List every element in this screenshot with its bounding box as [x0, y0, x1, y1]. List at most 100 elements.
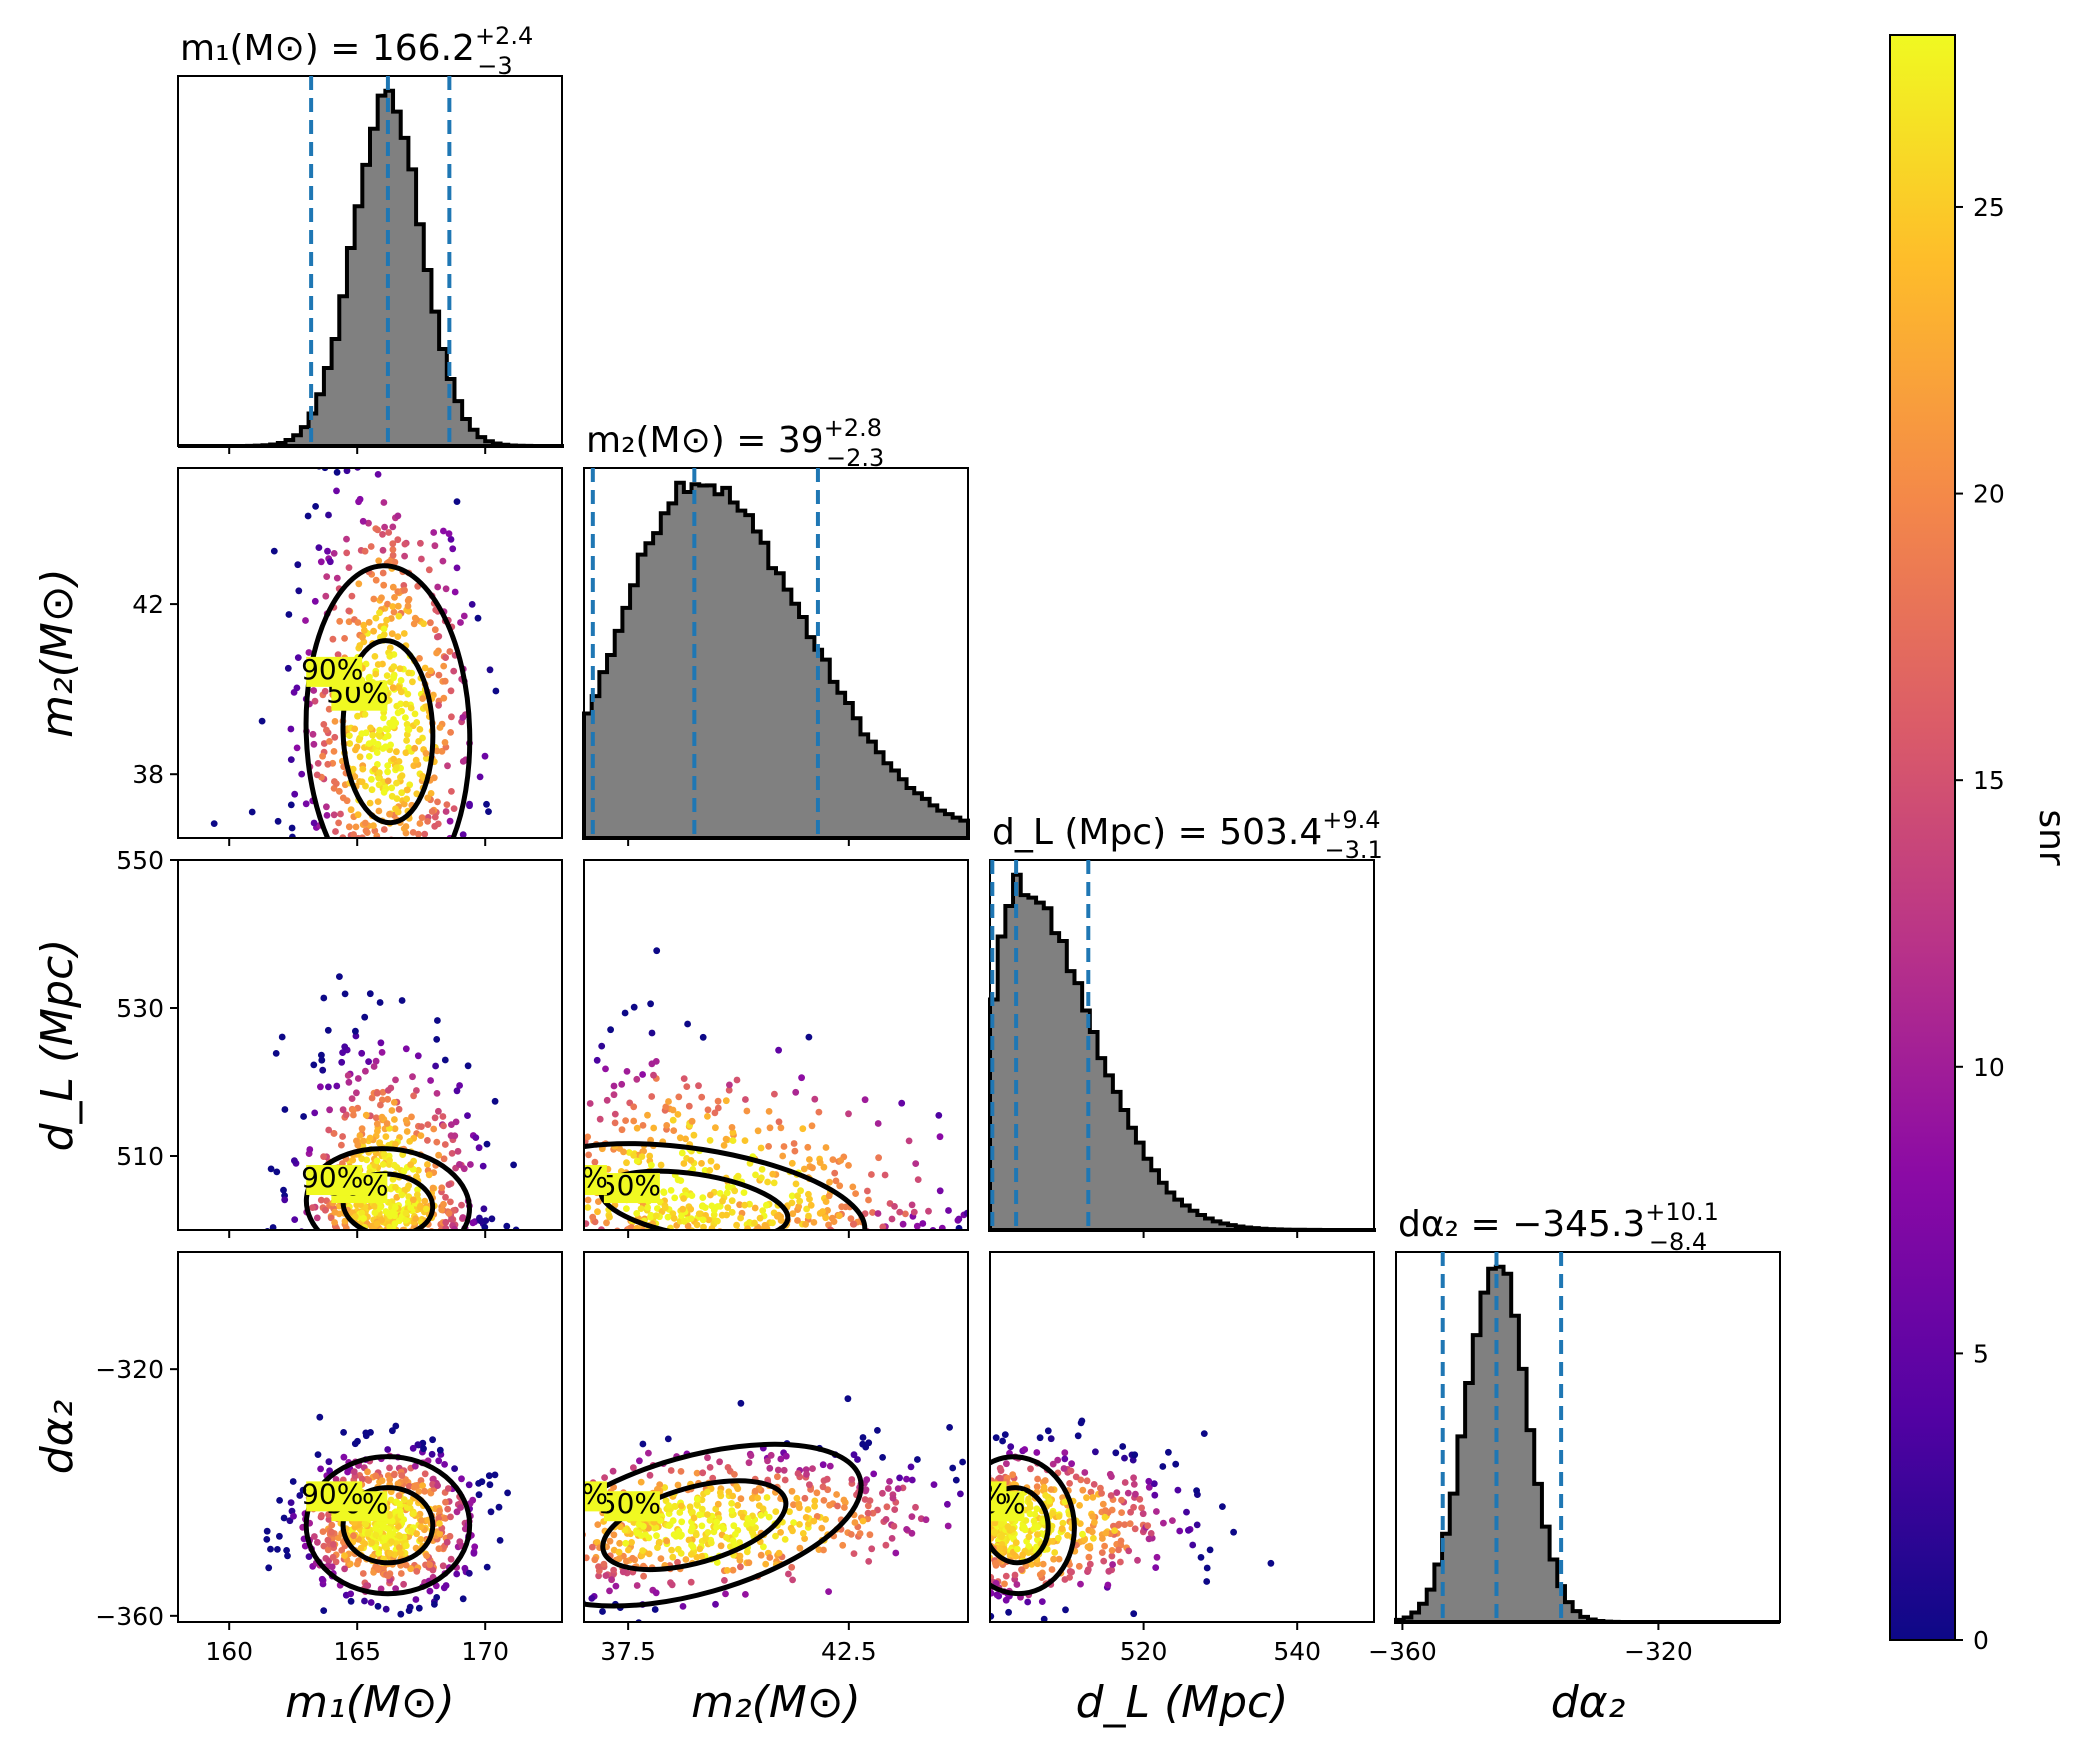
scatter-point [395, 1492, 403, 1500]
scatter-point [1138, 1504, 1145, 1512]
scatter-point [457, 619, 464, 626]
scatter-point [324, 1026, 332, 1034]
scatter-point [263, 1536, 271, 1543]
scatter-point [1102, 1529, 1110, 1537]
scatter-point [754, 1127, 762, 1135]
scatter-point [707, 1539, 715, 1547]
scatter-point [383, 1237, 390, 1244]
scatter-point [471, 1543, 479, 1551]
scatter-point [368, 775, 375, 783]
scatter-point [378, 1113, 386, 1121]
scatter-point [383, 616, 390, 624]
scatter-point [1129, 1456, 1137, 1464]
scatter-point [664, 1213, 672, 1221]
scatter-point [1219, 1503, 1226, 1510]
x-tick-label: 540 [1273, 1637, 1321, 1666]
scatter-point [722, 1097, 730, 1105]
scatter-point [745, 1559, 753, 1567]
scatter-point [477, 1217, 484, 1225]
scatter-point [1169, 1517, 1176, 1524]
scatter-point [359, 517, 367, 525]
scatter-point [722, 1590, 729, 1598]
contour-label-bg [584, 1165, 607, 1196]
scatter-point [794, 1217, 801, 1224]
scatter-point [482, 943, 489, 950]
scatter-point [356, 753, 364, 761]
scatter-point [977, 1588, 984, 1595]
scatter-point [850, 1220, 858, 1228]
scatter-point [533, 1600, 540, 1607]
scatter-point [549, 1547, 556, 1554]
scatter-point [573, 1224, 580, 1231]
scatter-point [944, 1500, 951, 1508]
scatter-point [402, 1217, 410, 1224]
scatter-point [654, 1544, 661, 1551]
scatter-point [764, 1178, 771, 1186]
scatter-point [788, 1199, 796, 1207]
scatter-point [737, 1563, 744, 1571]
scatter-point [317, 1083, 324, 1091]
scatter-point [958, 1560, 965, 1567]
scatter-point [300, 1113, 307, 1120]
scatter-point [603, 1096, 611, 1104]
scatter-point [714, 1500, 722, 1508]
scatter-point [431, 1114, 439, 1122]
scatter-point [977, 1519, 984, 1526]
scatter-point [777, 1455, 785, 1463]
scatter-point [644, 1237, 651, 1244]
scatter-point [451, 588, 459, 596]
scatter-point [289, 833, 296, 838]
scatter-point [386, 1530, 393, 1538]
scatter-point [639, 1071, 646, 1078]
scatter-point [719, 1197, 726, 1205]
scatter-point [746, 1241, 753, 1248]
scatter-point [396, 1532, 404, 1540]
scatter-point [412, 1215, 420, 1222]
scatter-point [408, 1113, 415, 1121]
scatter-point [630, 1464, 637, 1472]
scatter-point [685, 1102, 693, 1110]
scatter-point [889, 1494, 897, 1502]
scatter-point [541, 1147, 548, 1154]
scatter-point [935, 1112, 943, 1119]
scatter-point [388, 1301, 395, 1308]
scatter-point [445, 530, 453, 538]
scatter-point [386, 652, 394, 660]
scatter-point [793, 1494, 801, 1502]
colorbar-gradient [1889, 34, 1956, 1641]
scatter-point [414, 1191, 421, 1199]
scatter-point [969, 1570, 976, 1577]
scatter-point [959, 1600, 966, 1607]
scatter-point [822, 1198, 830, 1205]
scatter-point [736, 1552, 744, 1560]
scatter-point [1059, 1519, 1067, 1527]
histogram-dL [988, 872, 1374, 1232]
scatter-point [711, 1109, 719, 1117]
scatter-point [944, 1522, 952, 1530]
scatter-point [837, 1157, 845, 1164]
scatter-point [421, 1470, 429, 1478]
scatter-point [367, 1599, 375, 1606]
scatter-point [512, 1537, 519, 1544]
scatter-point [333, 1225, 340, 1230]
scatter-point [377, 1585, 385, 1593]
scatter-point [571, 1524, 578, 1531]
scatter-point [662, 1103, 670, 1111]
scatter-point [794, 1192, 801, 1200]
scatter-point [447, 1555, 455, 1563]
scatter-point [410, 1255, 417, 1262]
scatter-point [758, 1174, 765, 1182]
contour-label-90: 90% [945, 1477, 1007, 1510]
scatter-point [396, 1549, 404, 1557]
scatter-point [954, 1216, 962, 1224]
scatter-point [440, 1200, 447, 1208]
scatter-point [439, 557, 447, 565]
scatter-point [408, 1233, 415, 1240]
scatter-point [841, 1504, 848, 1511]
scatter-point [322, 592, 330, 600]
scatter-point [1034, 1475, 1041, 1483]
scatter-point [446, 1532, 454, 1540]
scatter-point [392, 719, 400, 727]
scatter-point [407, 1161, 414, 1168]
scatter-point [891, 1203, 898, 1210]
